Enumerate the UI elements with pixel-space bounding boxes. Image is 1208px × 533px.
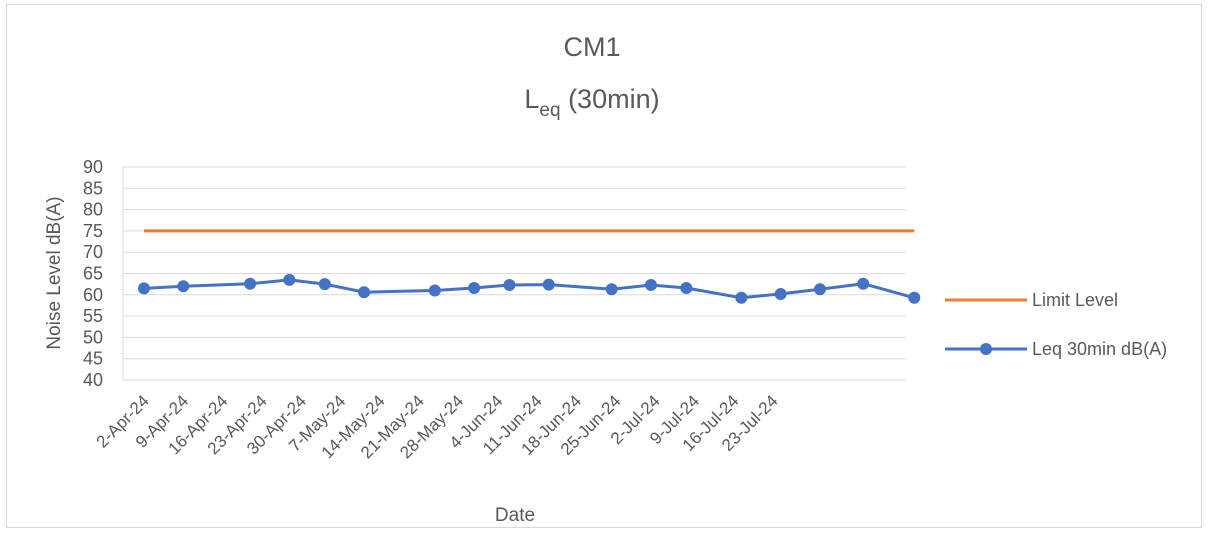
data-point <box>283 273 296 286</box>
y-tick-label: 85 <box>83 178 103 198</box>
data-point <box>644 279 657 292</box>
legend-marker-leq-30min-db-a <box>980 343 992 355</box>
data-point <box>503 279 516 292</box>
legend-label-limit-level: Limit Level <box>1032 290 1118 310</box>
y-tick-label: 75 <box>83 221 103 241</box>
data-point <box>177 280 190 293</box>
y-tick-label: 70 <box>83 242 103 262</box>
legend-label-leq-30min-db-a: Leq 30min dB(A) <box>1032 339 1167 359</box>
y-tick-label: 55 <box>83 306 103 326</box>
gridlines <box>122 166 906 381</box>
data-point <box>358 286 371 299</box>
y-tick-label: 45 <box>83 349 103 369</box>
y-axis-label: Noise Level dB(A) <box>44 196 65 349</box>
y-tick-label: 90 <box>83 157 103 177</box>
chart-title: CM1 <box>563 32 620 62</box>
data-point <box>468 281 481 294</box>
data-point <box>605 283 618 296</box>
data-point <box>542 278 555 291</box>
data-point <box>774 287 787 300</box>
data-point <box>428 284 441 297</box>
subtitle-rest: (30min) <box>561 84 660 114</box>
chart-area <box>6 4 1202 528</box>
chart-subtitle: Leq (30min) <box>524 84 659 121</box>
y-tick-label: 65 <box>83 264 103 284</box>
data-point <box>813 283 826 296</box>
y-tick-label: 40 <box>83 370 103 390</box>
leq-30min-db-a-line <box>143 278 915 300</box>
subtitle-main: L <box>524 84 539 114</box>
plot-series <box>138 229 921 304</box>
y-tick-label: 60 <box>83 285 103 305</box>
data-point <box>735 291 748 304</box>
data-point <box>318 278 331 291</box>
subtitle-subscript: eq <box>539 100 560 121</box>
data-point <box>908 291 921 304</box>
y-tick-label: 80 <box>83 200 103 220</box>
data-point <box>138 282 150 295</box>
x-axis-ticks: 2-Apr-249-Apr-2416-Apr-2423-Apr-2430-Apr… <box>93 391 782 462</box>
legend: Limit Level Leq 30min dB(A) <box>945 290 1167 359</box>
data-point <box>680 281 693 294</box>
data-point <box>857 277 870 290</box>
x-axis-label: Date <box>495 505 535 526</box>
y-tick-label: 50 <box>83 327 103 347</box>
data-point <box>244 277 257 290</box>
